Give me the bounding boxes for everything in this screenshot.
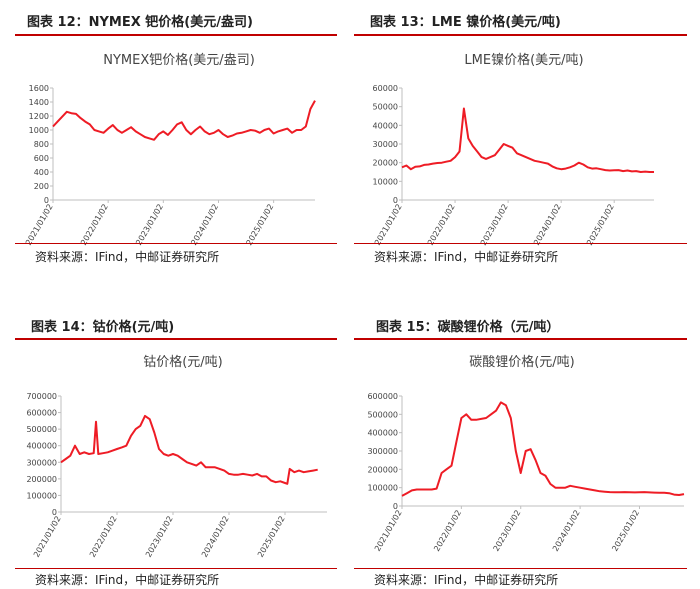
x-tick-label: 2021/01/02 (373, 203, 404, 247)
price-series-line (60, 414, 318, 485)
y-tick-label: 300000 (367, 447, 398, 456)
bottom-rule (15, 568, 337, 569)
panel-cobalt: 图表 14：钴价格(元/吨) 钴价格(元/吨) 0 100000 200000 3000… (15, 314, 337, 587)
y-tick-label: 0 (52, 508, 57, 517)
y-tick-label: 400 (34, 168, 49, 177)
figure-label: 图表 15：碳酸锂价格（元/吨） (376, 320, 560, 335)
x-tick-label: 2024/01/02 (200, 515, 231, 559)
y-tick-label: 60000 (373, 84, 398, 93)
y-tick-label: 200 (34, 182, 49, 191)
bottom-rule (354, 568, 687, 569)
y-tick-label: 100000 (367, 484, 398, 493)
x-tick-label: 2024/01/02 (551, 509, 582, 553)
price-series-line (401, 401, 685, 497)
chart-cobalt-price: 钴价格(元/吨) 0 100000 200000 300000 400000 500000 6… (26, 354, 327, 559)
x-tick-label: 2023/01/02 (144, 515, 175, 559)
y-tick-label: 1200 (29, 112, 49, 121)
source-note: 资料来源：IFind，中邮证券研究所 (374, 573, 559, 587)
source-note: 资料来源：IFind，中邮证券研究所 (374, 250, 559, 264)
y-tick-label: 500000 (26, 425, 57, 434)
x-tick-label: 2025/01/02 (245, 203, 276, 247)
y-tick-label: 1600 (29, 84, 49, 93)
chart-title: NYMEX钯价格(美元/盎司) (103, 52, 255, 68)
x-tick-label: 2025/01/02 (585, 203, 616, 247)
y-tick-label: 400000 (367, 429, 398, 438)
y-tick-label: 50000 (373, 103, 398, 112)
y-tick-label: 300000 (26, 458, 57, 467)
y-tick-label: 200000 (26, 475, 57, 484)
figure-label: 图表 13：LME 镍价格(美元/吨) (370, 15, 561, 30)
y-tick-label: 600 (34, 154, 49, 163)
y-tick-label: 1000 (29, 126, 49, 135)
panel-lithium: 图表 15：碳酸锂价格（元/吨） 碳酸锂价格(元/吨) 0 100000 200000… (354, 314, 687, 587)
title-rule (354, 338, 687, 340)
y-tick-label: 10000 (373, 177, 398, 186)
x-tick-label: 2022/01/02 (79, 203, 110, 247)
y-tick-label: 500000 (367, 410, 398, 419)
y-tick-label: 100000 (26, 491, 57, 500)
chart-lithium-carbonate-price: 碳酸锂价格(元/吨) 0 100000 200000 300000 400000 50000… (367, 354, 685, 553)
x-tick-label: 2023/01/02 (134, 203, 165, 247)
figure-label: 图表 12：NYMEX 钯价格(美元/盎司) (27, 15, 253, 30)
y-tick-label: 600000 (367, 392, 398, 401)
bottom-rule (354, 243, 687, 244)
source-note: 资料来源：IFind，中邮证券研究所 (35, 250, 220, 264)
figure-label: 图表 14：钴价格(元/吨) (31, 320, 175, 335)
price-series-line (52, 100, 316, 141)
y-tick-label: 0 (44, 196, 49, 205)
x-tick-label: 2023/01/02 (479, 203, 510, 247)
panel-palladium: 图表 12：NYMEX 钯价格(美元/盎司) NYMEX钯价格(美元/盎司) 0 2… (15, 8, 337, 270)
x-tick-label: 2021/01/02 (32, 515, 63, 559)
y-tick-label: 20000 (373, 159, 398, 168)
x-tick-label: 2021/01/02 (24, 203, 55, 247)
price-series-line (401, 107, 654, 173)
x-tick-label: 2022/01/02 (432, 509, 463, 553)
x-tick-label: 2025/01/02 (610, 509, 641, 553)
bottom-rule (15, 243, 337, 244)
y-tick-label: 30000 (373, 140, 398, 149)
source-note: 资料来源：IFind，中邮证券研究所 (35, 573, 220, 587)
chart-palladium-price: NYMEX钯价格(美元/盎司) 0 200 400 600 800 1000 1200 1400… (24, 52, 316, 247)
y-tick-label: 1400 (29, 98, 49, 107)
x-tick-label: 2024/01/02 (532, 203, 563, 247)
y-tick-label: 0 (393, 196, 398, 205)
x-tick-label: 2021/01/02 (373, 509, 404, 553)
y-tick-label: 800 (34, 140, 49, 149)
x-tick-label: 2022/01/02 (88, 515, 119, 559)
x-tick-label: 2023/01/02 (492, 509, 523, 553)
panel-nickel: 图表 13：LME 镍价格(美元/吨) LME镍价格(美元/吨) 0 10000 20… (354, 8, 687, 270)
chart-title: 钴价格(元/吨) (143, 354, 223, 370)
title-rule (15, 34, 337, 36)
x-tick-label: 2025/01/02 (256, 515, 287, 559)
x-tick-label: 2022/01/02 (426, 203, 457, 247)
y-tick-label: 400000 (26, 442, 57, 451)
y-tick-label: 600000 (26, 409, 57, 418)
y-tick-label: 40000 (373, 121, 398, 130)
title-rule (15, 338, 337, 340)
y-tick-label: 0 (393, 502, 398, 511)
x-tick-label: 2024/01/02 (189, 203, 220, 247)
chart-nickel-price: LME镍价格(美元/吨) 0 10000 20000 30000 40000 50000 60… (373, 52, 654, 247)
y-tick-label: 700000 (26, 392, 57, 401)
chart-title: 碳酸锂价格(元/吨) (469, 354, 575, 370)
y-tick-label: 200000 (367, 465, 398, 474)
chart-title: LME镍价格(美元/吨) (464, 52, 583, 68)
title-rule (354, 34, 687, 36)
